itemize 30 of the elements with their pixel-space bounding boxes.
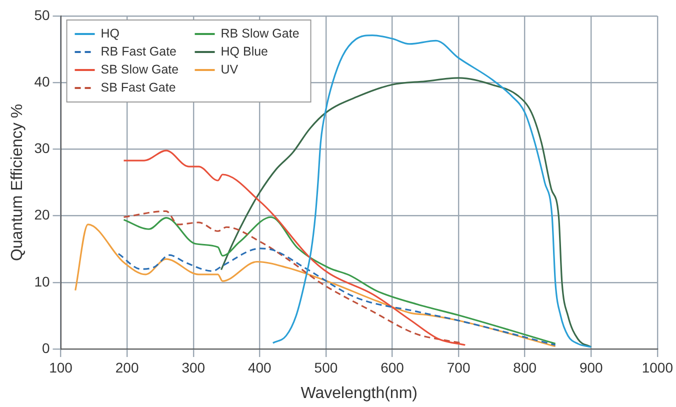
x-tick-label: 900 — [579, 359, 604, 376]
legend-label: SB Fast Gate — [100, 80, 176, 94]
y-tick-label: 50 — [34, 6, 50, 23]
y-tick-label: 20 — [34, 206, 50, 223]
x-tick-label: 1000 — [642, 359, 674, 376]
x-tick-label: 400 — [248, 359, 272, 376]
legend-label: SB Slow Gate — [100, 62, 179, 76]
x-tick-label: 600 — [380, 359, 404, 376]
line-series — [122, 216, 556, 344]
line-series — [118, 248, 556, 346]
legend-label: UV — [220, 62, 239, 76]
x-tick-label: 500 — [314, 359, 338, 376]
legend-label: HQ Blue — [220, 44, 268, 58]
line-series — [220, 77, 592, 348]
y-axis-title: Quantum Efficiency % — [9, 104, 26, 262]
x-tick-label: 700 — [446, 359, 470, 376]
line-series — [74, 224, 556, 348]
x-tick-label: 800 — [513, 359, 537, 376]
x-tick-label: 100 — [49, 359, 73, 376]
legend-label: HQ — [100, 26, 120, 40]
legend-label: RB Slow Gate — [220, 26, 300, 40]
y-tick-label: 10 — [34, 273, 50, 290]
x-axis-title: Wavelength(nm) — [300, 384, 418, 402]
y-tick-label: 0 — [42, 340, 50, 356]
y-tick-label: 40 — [34, 73, 50, 90]
line-series — [122, 150, 466, 346]
x-tick-label: 300 — [182, 359, 206, 376]
x-tick-label: 200 — [115, 359, 139, 376]
legend-label: RB Fast Gate — [100, 44, 177, 58]
y-tick-label: 30 — [34, 140, 50, 156]
